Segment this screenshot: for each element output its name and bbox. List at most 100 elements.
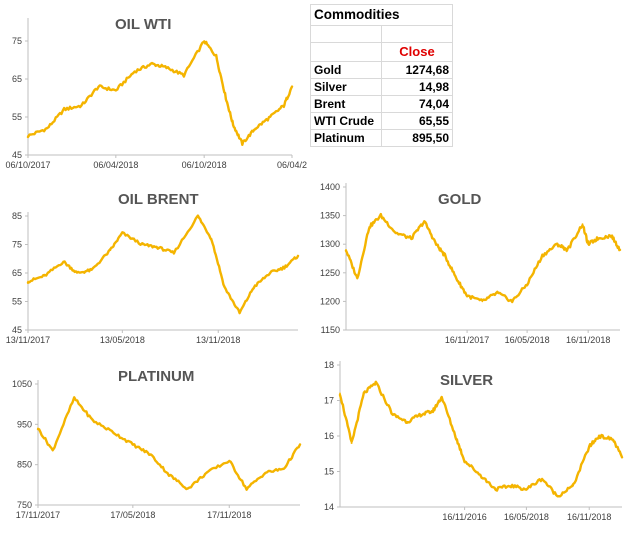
data-point [356,277,359,280]
data-point [566,249,569,251]
data-point [526,283,529,286]
y-tick-label: 75 [12,36,22,46]
commodity-name: Silver [310,78,382,96]
data-point [350,442,353,444]
data-point [419,413,422,416]
data-point [27,280,29,283]
data-point [339,392,341,395]
data-point [299,443,301,446]
y-tick-label: 1350 [320,211,340,221]
y-tick-label: 1250 [320,268,340,278]
table-title: Commodities [310,4,453,26]
x-tick-label: 16/11/2016 [442,512,486,522]
commodity-name: Gold [310,61,382,79]
data-point [379,214,382,217]
data-point [511,300,514,303]
commodity-close: 14,98 [381,78,453,96]
data-point [291,85,293,88]
table-row: Silver 14,98 [310,78,453,96]
series-line [26,214,300,315]
data-point [168,473,170,476]
data-point [80,104,83,107]
data-point [97,85,100,88]
x-tick-label: 13/05/2018 [100,335,145,345]
data-point [173,252,175,254]
data-point [37,427,39,430]
y-tick-label: 18 [324,360,334,370]
data-point [238,312,241,314]
data-point [610,234,613,237]
x-tick-label: 13/11/2017 [6,335,50,345]
data-point [112,431,115,434]
data-point [406,420,409,423]
x-tick-label: 16/11/2018 [567,512,611,522]
y-tick-label: 1300 [320,239,340,249]
data-point [596,237,599,240]
data-point [46,127,49,130]
data-point [463,459,466,462]
y-tick-label: 17 [324,396,334,406]
data-point [443,254,446,257]
data-point [228,459,231,462]
data-point [43,274,46,277]
close-column-header: Close [381,42,453,62]
data-point [541,254,544,257]
series-line [344,212,622,304]
x-tick-label: 17/11/2018 [207,510,251,520]
data-point [494,488,497,491]
series-line [338,380,624,498]
data-point [588,445,591,448]
chart-title: SILVER [440,372,494,389]
data-point [481,300,484,303]
data-point [479,474,482,476]
y-tick-label: 55 [12,112,22,122]
data-point [282,104,285,107]
commodity-close: 1274,68 [381,61,453,79]
data-point [423,220,426,223]
chart-platinum: PLATINUM 750 850 950 1050 17/11/2017 17/05/20… [0,362,305,540]
commodity-name: Platinum [310,129,382,147]
data-point [62,260,65,263]
table-row: Brent 74,04 [310,95,453,113]
data-point [368,226,371,228]
data-point [215,55,218,58]
data-point [205,471,208,474]
x-tick-label: 06/10/2017 [5,160,50,170]
data-point [210,237,213,240]
y-tick-label: 15 [324,467,334,477]
y-tick-label: 750 [17,500,32,510]
commodity-name: Brent [310,95,382,113]
chart-canvas: 750 850 950 1050 17/11/2017 17/05/2018 17/11/2… [12,379,302,520]
y-tick-label: 1400 [320,182,340,192]
chart-silver: SILVER 14 15 16 17 18 16/11/2016 16/05/2018 16/… [310,360,632,540]
chart-canvas: 1150 1200 1250 1300 1350 1400 16/11/2017 16/05/… [320,182,622,345]
data-point [91,419,94,422]
data-point [455,277,458,280]
data-point [410,237,413,240]
y-tick-label: 950 [17,419,32,429]
chart-oil-wti: OIL WTI 45 55 65 75 06/10/2017 06/04/2018 06/1… [0,0,307,178]
x-tick-label: 17/05/2018 [110,510,155,520]
chart-canvas: 45 55 65 75 85 13/11/2017 13/05/2018 13/11/2018 [6,211,300,345]
data-point [435,243,438,246]
chart-title: OIL WTI [115,16,172,33]
data-point [572,484,575,487]
commodity-close: 65,55 [381,112,453,130]
data-point [392,413,394,416]
data-point [431,410,434,413]
data-point [224,97,227,99]
y-tick-label: 16 [324,431,334,441]
data-point [612,438,615,441]
data-point [223,286,226,289]
data-point [283,266,286,269]
table-row: Gold 1274,68 [310,61,453,79]
data-point [264,471,267,474]
y-tick-label: 55 [12,297,22,307]
data-point [182,74,185,77]
y-tick-label: 1200 [320,296,340,306]
data-point [186,487,189,490]
data-point [151,62,153,65]
data-point [197,215,199,217]
x-tick-label: 06/10/2018 [182,160,227,170]
y-tick-label: 65 [12,74,22,84]
